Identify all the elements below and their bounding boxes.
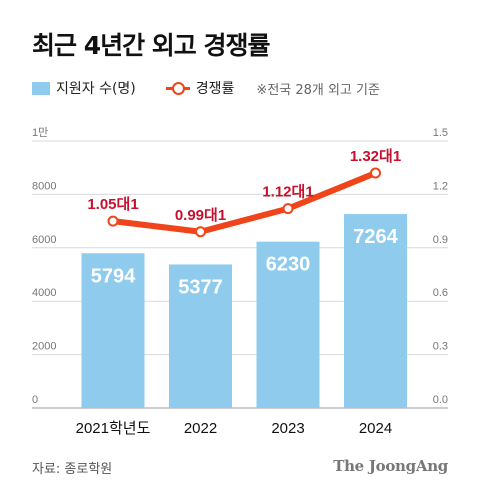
legend: 지원자 수(명) 경쟁률 ※전국 28개 외고 기준 <box>32 78 380 98</box>
left-tick-label: 6000 <box>32 234 56 246</box>
chart-title: 최근 4년간 외고 경쟁률 <box>32 31 271 60</box>
legend-note: ※전국 28개 외고 기준 <box>256 82 380 98</box>
right-tick-label: 0.9 <box>433 234 448 246</box>
x-tick-label: 2022 <box>184 420 217 437</box>
source-note: 자료: 종로학원 <box>32 462 113 477</box>
bar <box>344 214 407 408</box>
left-tick-label: 0 <box>32 394 38 406</box>
brand-logo: The JoongAng <box>333 457 448 475</box>
bar-value-label: 6230 <box>266 254 311 276</box>
legend-line-swatch <box>165 81 190 95</box>
left-tick-label: 1만 <box>32 126 48 139</box>
left-tick-label: 2000 <box>32 341 56 353</box>
bar <box>169 264 232 408</box>
right-tick-label: 1.2 <box>433 180 448 192</box>
left-tick-label: 4000 <box>32 287 56 299</box>
line-value-label: 1.32대1 <box>350 148 401 165</box>
legend-bar-label: 지원자 수(명) <box>56 81 136 97</box>
right-tick-label: 0.3 <box>433 341 448 353</box>
right-tick-label: 1.5 <box>433 127 448 139</box>
line-value-label: 1.05대1 <box>87 196 138 213</box>
line-value-label: 1.12대1 <box>262 184 313 201</box>
x-tick-label: 2023 <box>271 420 304 437</box>
line-value-label: 0.99대1 <box>175 207 226 224</box>
right-tick-label: 0.6 <box>433 287 448 299</box>
left-tick-label: 8000 <box>32 180 56 192</box>
line-point <box>370 167 381 179</box>
x-tick-label: 2021학년도 <box>76 420 151 437</box>
x-tick-label: 2024 <box>359 420 392 437</box>
bar-value-label: 5794 <box>91 265 136 287</box>
right-tick-label: 0.0 <box>433 394 448 406</box>
line-point <box>282 203 294 215</box>
series-line <box>110 170 379 235</box>
legend-bar-swatch <box>32 81 50 95</box>
bar <box>256 241 320 408</box>
line-point <box>195 226 206 238</box>
line-point <box>107 215 119 227</box>
bar-value-label: 7264 <box>353 226 398 248</box>
bar <box>81 253 145 408</box>
bar-value-label: 5377 <box>178 276 223 298</box>
legend-line-label: 경쟁률 <box>195 81 235 97</box>
